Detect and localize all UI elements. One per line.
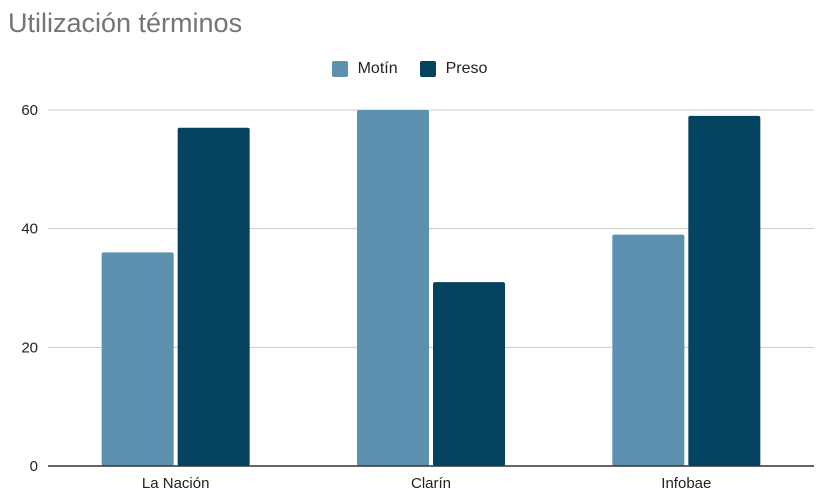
bar-1-1	[433, 282, 505, 466]
y-tick-label-0: 0	[30, 458, 38, 475]
x-category-label-1: Clarín	[411, 475, 451, 491]
bar-0-2	[612, 234, 685, 466]
bar-1-0	[177, 127, 250, 467]
legend: Motín Preso	[0, 60, 819, 78]
legend-item-motin: Motín	[331, 60, 398, 78]
legend-swatch-preso	[419, 61, 436, 77]
chart-title: Utilización términos	[8, 8, 243, 38]
y-tick-label-20: 20	[21, 339, 38, 356]
y-tick-label-40: 40	[21, 221, 38, 238]
bar-1-2	[688, 115, 761, 466]
legend-swatch-motin	[331, 61, 348, 77]
legend-label-preso: Preso	[445, 60, 488, 77]
legend-label-motin: Motín	[357, 60, 398, 77]
x-category-label-0: La Nación	[142, 475, 210, 491]
legend-item-preso: Preso	[419, 60, 488, 78]
y-tick-label-60: 60	[21, 102, 38, 119]
bar-0-1	[357, 110, 429, 466]
x-category-label-2: Infobae	[661, 475, 711, 491]
bar-0-0	[101, 252, 174, 466]
